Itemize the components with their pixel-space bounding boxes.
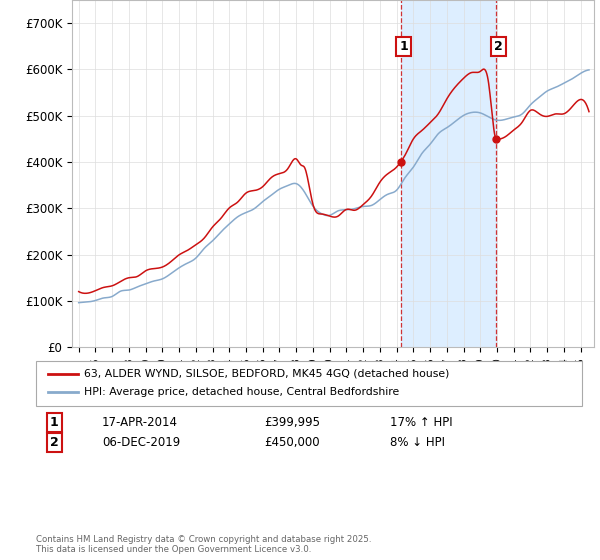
Bar	[401, 0, 496, 347]
Text: 2: 2	[494, 40, 503, 53]
Text: 17-APR-2014: 17-APR-2014	[102, 416, 178, 430]
Text: Contains HM Land Registry data © Crown copyright and database right 2025.
This d: Contains HM Land Registry data © Crown c…	[36, 535, 371, 554]
Text: £450,000: £450,000	[264, 436, 320, 449]
Text: 17% ↑ HPI: 17% ↑ HPI	[390, 416, 452, 430]
Text: 1: 1	[50, 416, 58, 430]
Text: 06-DEC-2019: 06-DEC-2019	[102, 436, 180, 449]
Text: 8% ↓ HPI: 8% ↓ HPI	[390, 436, 445, 449]
Text: 63, ALDER WYND, SILSOE, BEDFORD, MK45 4GQ (detached house): 63, ALDER WYND, SILSOE, BEDFORD, MK45 4G…	[84, 368, 449, 379]
Text: £399,995: £399,995	[264, 416, 320, 430]
Text: 1: 1	[400, 40, 409, 53]
Text: HPI: Average price, detached house, Central Bedfordshire: HPI: Average price, detached house, Cent…	[84, 387, 399, 397]
Text: 2: 2	[50, 436, 58, 449]
